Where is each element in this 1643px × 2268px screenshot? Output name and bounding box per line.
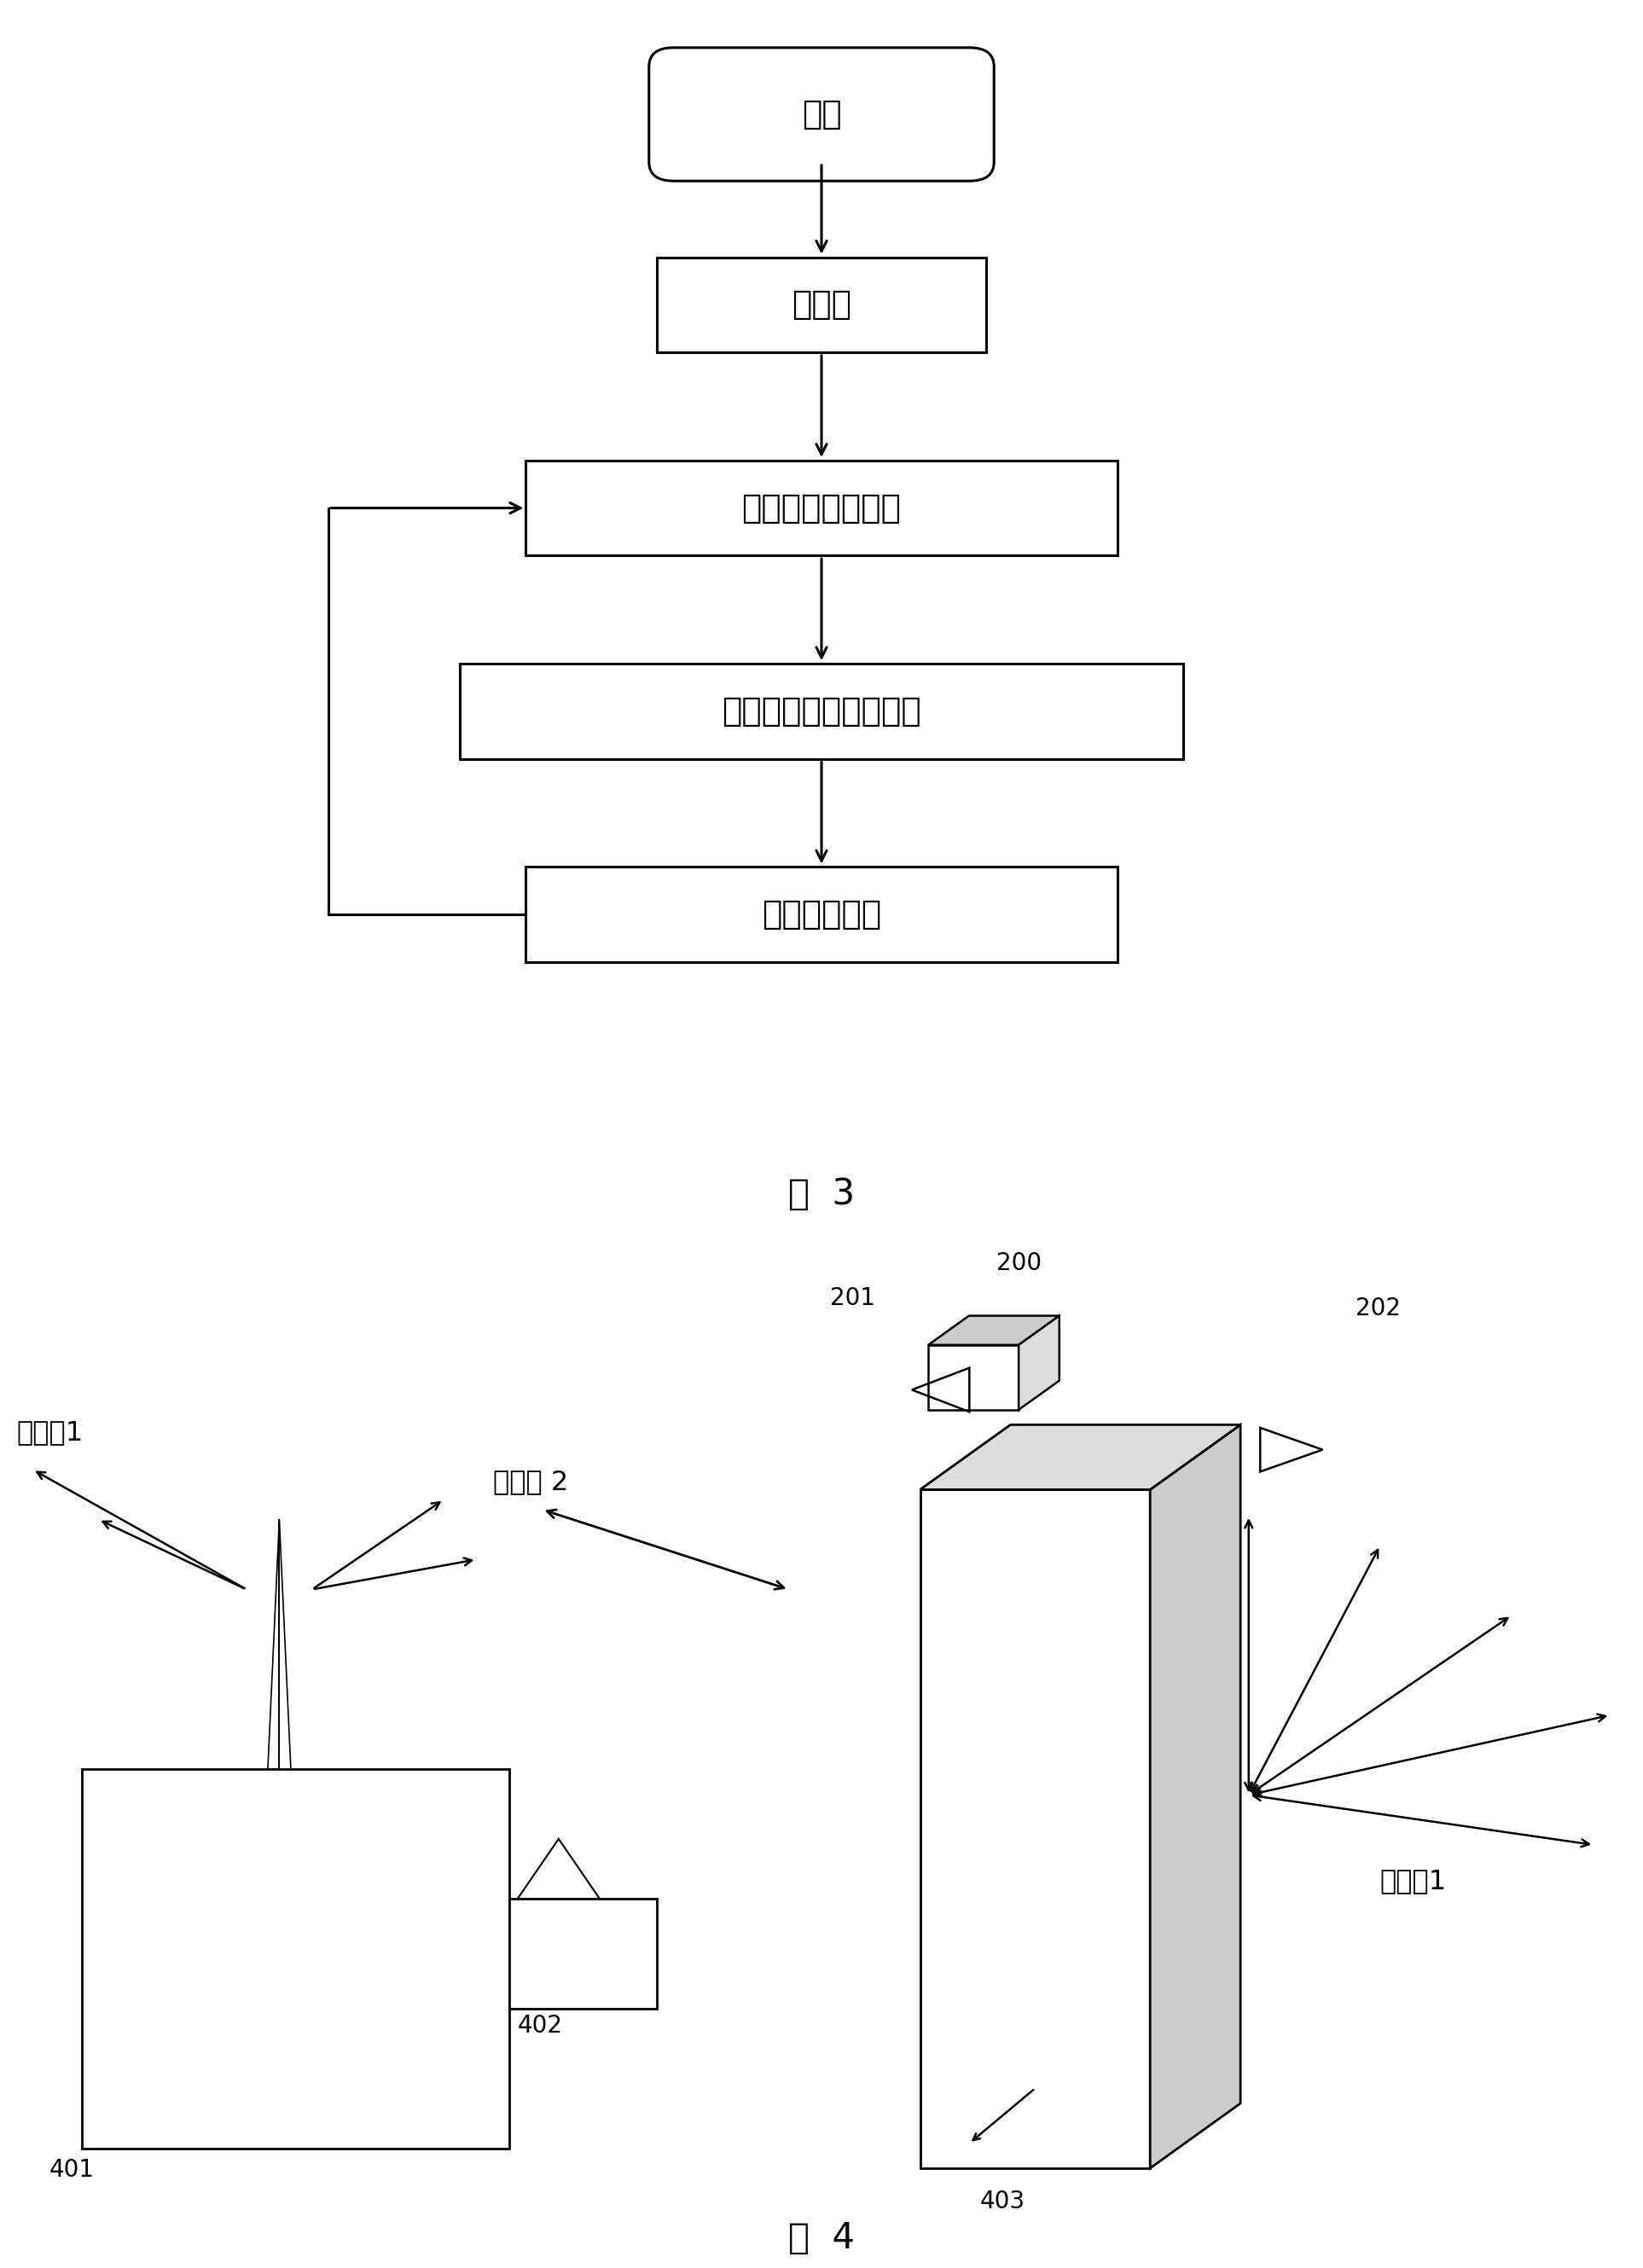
- Polygon shape: [1019, 1315, 1060, 1411]
- FancyBboxPatch shape: [649, 48, 994, 181]
- Text: 201: 201: [830, 1286, 876, 1311]
- Text: 根据系统命令设置: 根据系统命令设置: [741, 492, 902, 524]
- Bar: [82, 1769, 509, 2148]
- Bar: [509, 1898, 657, 2009]
- Text: 403: 403: [979, 2189, 1025, 2214]
- Bar: [526, 460, 1117, 556]
- Text: 图  3: 图 3: [789, 1177, 854, 1211]
- Polygon shape: [928, 1315, 1060, 1345]
- Text: 图  4: 图 4: [789, 2220, 854, 2257]
- Text: 上报监测数据: 上报监测数据: [762, 898, 881, 930]
- Bar: [657, 256, 986, 352]
- Text: 载波组 2: 载波组 2: [493, 1470, 568, 1495]
- Text: 402: 402: [518, 2014, 564, 2037]
- Bar: [526, 866, 1117, 962]
- Text: 202: 202: [1355, 1297, 1401, 1320]
- Polygon shape: [1150, 1424, 1240, 2168]
- Text: 初始化: 初始化: [792, 288, 851, 322]
- Bar: [460, 665, 1183, 760]
- Text: 200: 200: [996, 1252, 1042, 1275]
- Bar: [928, 1345, 1019, 1411]
- Text: 正常工作或者停止工作: 正常工作或者停止工作: [721, 694, 922, 728]
- Text: 401: 401: [49, 2159, 95, 2182]
- Text: 载波组1: 载波组1: [16, 1420, 84, 1445]
- Bar: [920, 1490, 1150, 2168]
- Text: 加电: 加电: [802, 98, 841, 132]
- Text: 载波组1: 载波组1: [1380, 1869, 1447, 1894]
- Polygon shape: [920, 1424, 1240, 1490]
